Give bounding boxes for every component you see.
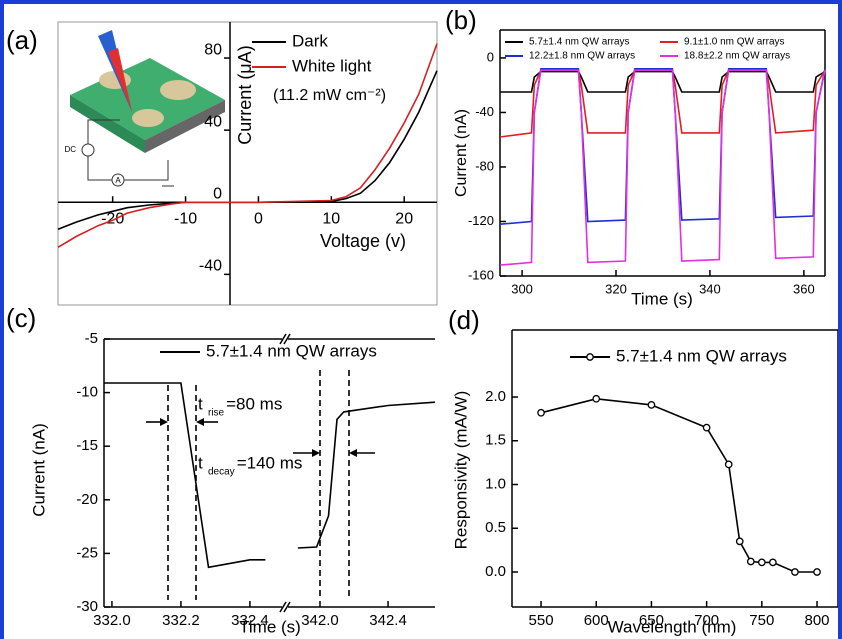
annotation-symbol: t bbox=[198, 394, 203, 413]
y-tick-label: 0.0 bbox=[485, 563, 506, 580]
x-tick-label: 0 bbox=[254, 210, 263, 227]
x-tick-label: 650 bbox=[639, 612, 664, 629]
x-tick-label: 800 bbox=[805, 612, 830, 629]
y-tick-label: -20 bbox=[76, 491, 98, 508]
y-tick-label: -5 bbox=[85, 330, 98, 347]
y-tick-label: 1.0 bbox=[485, 475, 506, 492]
axis-break bbox=[283, 333, 291, 345]
panel-label: (a) bbox=[6, 25, 38, 55]
y-tick-label: -40 bbox=[199, 258, 222, 275]
x-tick-label: 300 bbox=[511, 281, 533, 296]
x-tick-label: 10 bbox=[322, 210, 340, 227]
legend-marker bbox=[586, 353, 594, 361]
x-axis-label: Wavelength (nm) bbox=[608, 617, 737, 636]
series-line bbox=[57, 43, 438, 248]
plot-frame bbox=[57, 21, 438, 306]
y-tick-label: 0 bbox=[487, 49, 494, 64]
point-marker bbox=[735, 537, 744, 546]
series-line bbox=[499, 69, 826, 266]
inset-illustration: DC A bbox=[64, 30, 225, 187]
x-tick-label: 20 bbox=[395, 210, 413, 227]
panel-label: (c) bbox=[6, 303, 36, 333]
y-tick-label: -160 bbox=[468, 267, 494, 282]
legend-label: White light bbox=[292, 56, 372, 75]
y-axis-label: Responsivity (mA/W) bbox=[451, 391, 470, 550]
legend-label: 9.1±1.0 nm QW arrays bbox=[684, 37, 785, 48]
x-tick-label: 550 bbox=[529, 612, 554, 629]
y-tick-label: 2.0 bbox=[485, 388, 506, 405]
legend-label: 18.8±2.2 nm QW arrays bbox=[684, 51, 790, 62]
x-tick-label: 342.4 bbox=[369, 612, 407, 629]
x-tick-label: -10 bbox=[174, 210, 197, 227]
legend-label: 5.7±1.4 nm QW arrays bbox=[529, 37, 630, 48]
y-tick-label: -120 bbox=[468, 213, 494, 228]
y-axis-label: Current (μA) bbox=[235, 45, 255, 144]
annotation-symbol: t bbox=[198, 453, 203, 472]
x-tick-label: 332.0 bbox=[93, 612, 131, 629]
legend-label: 5.7±1.4 nm QW arrays bbox=[616, 346, 787, 365]
point-marker bbox=[769, 558, 777, 567]
annotation-subscript: rise bbox=[208, 408, 225, 419]
y-tick-label: -30 bbox=[76, 598, 98, 615]
chart: DC A -20 -10 0 10 20 -40 0 40 80 Dark White light (… bbox=[6, 5, 838, 636]
legend-label: 5.7±1.4 nm QW arrays bbox=[206, 341, 377, 360]
point-marker bbox=[724, 460, 733, 469]
axis-break bbox=[279, 601, 287, 613]
y-tick-label: 0.5 bbox=[485, 519, 506, 536]
point-marker bbox=[592, 394, 601, 403]
y-axis-label: Current (nA) bbox=[453, 109, 470, 197]
x-tick-label: 360 bbox=[793, 281, 815, 296]
x-tick-label: 750 bbox=[749, 612, 774, 629]
point-marker bbox=[813, 568, 821, 576]
series-line bbox=[297, 401, 436, 549]
y-tick-label: -25 bbox=[76, 544, 98, 561]
point-marker bbox=[702, 423, 711, 432]
legend-label: Dark bbox=[292, 31, 328, 50]
point-marker bbox=[791, 568, 799, 576]
x-tick-label: 332.2 bbox=[162, 612, 200, 629]
panel-label: (b) bbox=[445, 5, 477, 35]
y-tick-label: 40 bbox=[204, 113, 222, 130]
annotation-subscript: decay bbox=[208, 467, 235, 478]
x-axis-label: Time (s) bbox=[631, 289, 693, 308]
legend-note: (11.2 mW cm⁻²) bbox=[273, 87, 386, 104]
series-line bbox=[500, 70, 826, 93]
legend-label: 12.2±1.8 nm QW arrays bbox=[529, 51, 635, 62]
axis-break bbox=[283, 601, 291, 613]
point-marker bbox=[746, 557, 755, 566]
axis-break bbox=[279, 333, 287, 345]
series-line bbox=[540, 397, 817, 573]
series-line bbox=[104, 382, 266, 569]
inset-label: A bbox=[115, 176, 121, 185]
y-axis-label: Current (nA) bbox=[29, 423, 48, 517]
y-tick-label: 0 bbox=[213, 185, 222, 202]
x-tick-label: 332.4 bbox=[231, 612, 269, 629]
x-axis-label: Time (s) bbox=[239, 617, 301, 636]
y-tick-label: -10 bbox=[76, 384, 98, 401]
x-tick-label: 700 bbox=[694, 612, 719, 629]
point-marker bbox=[757, 558, 766, 567]
x-tick-label: 600 bbox=[584, 612, 609, 629]
timing-guides bbox=[146, 370, 375, 600]
point-marker bbox=[537, 408, 545, 417]
x-tick-label: 320 bbox=[605, 281, 627, 296]
y-tick-label: 1.5 bbox=[485, 432, 506, 449]
y-tick-label: -15 bbox=[76, 437, 98, 454]
annotation-text: =140 ms bbox=[237, 453, 303, 472]
y-tick-label: 80 bbox=[204, 41, 222, 58]
y-tick-label: -40 bbox=[475, 104, 494, 119]
x-tick-label: 342.0 bbox=[301, 612, 339, 629]
x-tick-label: 340 bbox=[699, 281, 721, 296]
inset-label: DC bbox=[64, 145, 76, 154]
panel-label: (d) bbox=[448, 305, 480, 335]
annotation-text: =80 ms bbox=[226, 394, 282, 413]
y-tick-label: -80 bbox=[475, 158, 494, 173]
series-line bbox=[499, 69, 826, 138]
point-marker bbox=[647, 401, 656, 409]
x-axis-label: Voltage (v) bbox=[320, 231, 406, 251]
